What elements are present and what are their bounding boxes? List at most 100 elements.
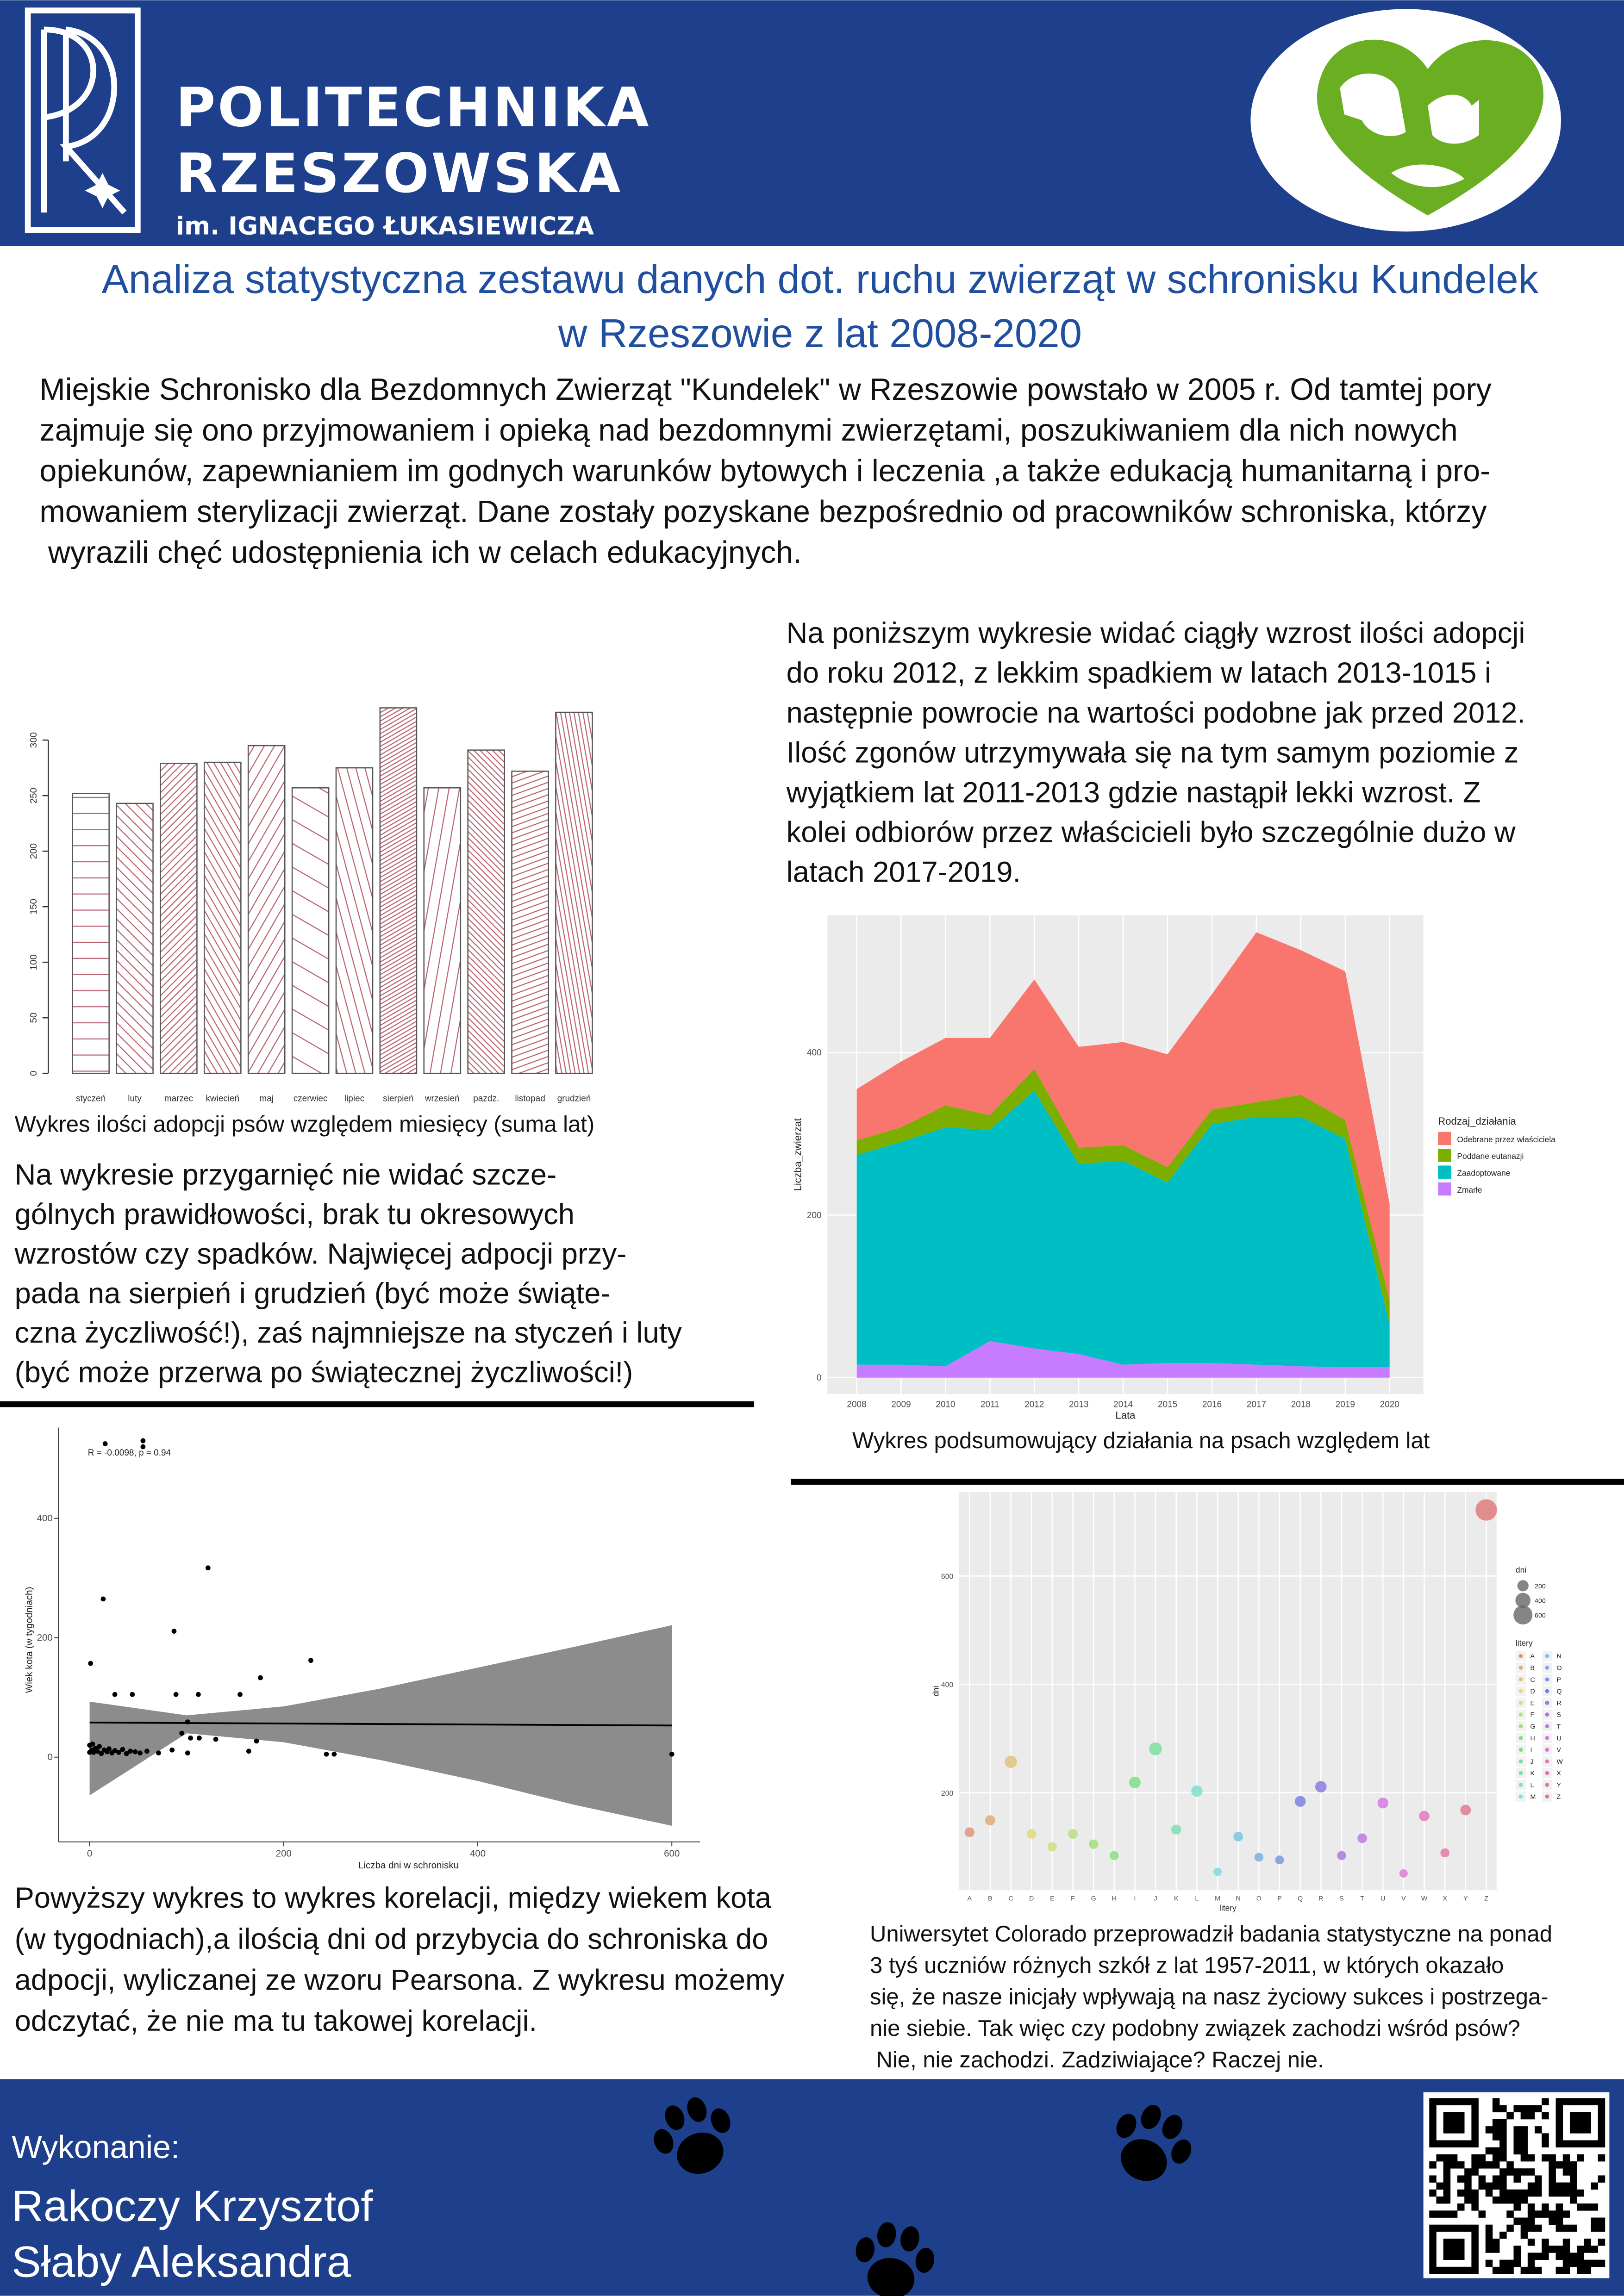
legend-dot <box>1518 1759 1523 1764</box>
qr-module <box>1549 2154 1556 2162</box>
qr-module <box>1577 2140 1584 2148</box>
qr-module <box>1457 2266 1465 2274</box>
legend-dot <box>1545 1783 1549 1787</box>
qr-module <box>1513 2217 1521 2225</box>
y-tick-label: 300 <box>28 732 39 748</box>
qr-module <box>1499 2189 1507 2197</box>
legend-swatch <box>1438 1149 1451 1162</box>
qr-module <box>1513 2252 1521 2260</box>
qr-module <box>1555 2161 1563 2169</box>
qr-module <box>1584 2119 1591 2127</box>
legend-dot <box>1545 1724 1549 1729</box>
qr-module <box>1478 2210 1486 2218</box>
qr-module <box>1535 2182 1542 2190</box>
x-tick-label: 600 <box>664 1848 680 1859</box>
qr-module <box>1457 2112 1465 2120</box>
x-tick-label: 2015 <box>1158 1400 1177 1409</box>
qr-module <box>1577 2119 1584 2127</box>
years-text-line: Na poniższym wykresie widać ciągły wzros… <box>787 617 1525 649</box>
qr-module <box>1485 2161 1493 2169</box>
qr-module <box>1499 2196 1507 2204</box>
qr-module <box>1478 2161 1486 2169</box>
bar <box>116 803 154 1074</box>
qr-module <box>1520 2224 1528 2232</box>
qr-module <box>1457 2175 1465 2183</box>
qr-module <box>1513 2196 1521 2204</box>
qr-module <box>1520 2231 1528 2239</box>
qr-module <box>1471 2259 1479 2267</box>
qr-module <box>1443 2252 1451 2260</box>
qr-module <box>1471 2105 1479 2113</box>
qr-module <box>1429 2252 1437 2260</box>
qr-module <box>1499 2168 1507 2176</box>
x-tick-label: X <box>1443 1895 1447 1902</box>
months-text-line: pada na sierpień i grudzień (być może św… <box>15 1277 611 1310</box>
qr-module <box>1520 2168 1528 2176</box>
point <box>331 1751 337 1757</box>
qr-module <box>1513 2133 1521 2140</box>
months-text-line: Na wykresie przygarnięć nie widać szcze- <box>15 1159 557 1191</box>
logo-monogram <box>41 26 127 215</box>
x-tick-label: 2013 <box>1069 1400 1088 1409</box>
paw-toe <box>1162 2115 1182 2139</box>
legend-dot <box>1518 1783 1523 1787</box>
qr-module <box>1443 2210 1451 2218</box>
qr-module <box>1429 2133 1437 2140</box>
qr-module <box>1549 2175 1556 2183</box>
qr-module <box>1471 2154 1479 2162</box>
qr-module <box>1429 2259 1437 2267</box>
x-tick-label: 2012 <box>1024 1400 1044 1409</box>
bubble <box>1440 1848 1449 1858</box>
qr-module <box>1429 2239 1437 2246</box>
point <box>188 1736 193 1741</box>
x-tick-label: listopad <box>515 1094 545 1103</box>
bar <box>247 745 286 1074</box>
qr-module <box>1443 2182 1451 2190</box>
months-text-line: (być może przerwa po świątecznej życzliw… <box>15 1356 633 1389</box>
qr-module <box>1549 2182 1556 2190</box>
qr-module <box>1443 2140 1451 2148</box>
legend-dot <box>1545 1700 1549 1705</box>
qr-module <box>1569 2175 1577 2183</box>
paw-pad <box>1121 2139 1167 2181</box>
y-tick-label: 50 <box>28 1013 39 1023</box>
bubble <box>1419 1811 1430 1822</box>
y-axis-label: Wiek kota (w tygodniach) <box>24 1587 35 1693</box>
qr-module <box>1542 2246 1549 2253</box>
qr-module <box>1457 2224 1465 2232</box>
bubble <box>1315 1781 1327 1793</box>
author-name: Słaby Aleksandra <box>12 2237 351 2286</box>
qr-module <box>1591 2259 1599 2267</box>
qr-module <box>1443 2239 1451 2246</box>
qr-module <box>1457 2252 1465 2260</box>
qr-module <box>1569 2140 1577 2148</box>
qr-module <box>1527 2154 1535 2162</box>
point <box>102 1441 108 1446</box>
initials-text-line: Nie, nie zachodzi. Zadziwiające? Raczej … <box>870 2047 1324 2072</box>
point <box>112 1748 118 1753</box>
legend-dot <box>1518 1724 1523 1729</box>
qr-module <box>1506 2210 1514 2218</box>
legend-dot <box>1545 1666 1549 1670</box>
qr-module <box>1562 2224 1570 2232</box>
qr-module <box>1535 2252 1542 2260</box>
initials-text-line: się, że nasze inicjały wpływają na nasz … <box>870 1985 1549 2010</box>
point <box>185 1719 190 1724</box>
qr-module <box>1450 2266 1458 2274</box>
legend-size-key <box>1515 1593 1531 1608</box>
author-name: Rakoczy Krzysztof <box>12 2182 373 2231</box>
qr-module <box>1429 2266 1437 2274</box>
y-tick-label: 400 <box>941 1681 954 1689</box>
x-tick-label: N <box>1236 1895 1241 1902</box>
qr-module <box>1443 2168 1451 2176</box>
qr-module <box>1450 2140 1458 2148</box>
qr-module <box>1436 2154 1443 2162</box>
y-tick-label: 600 <box>941 1573 954 1581</box>
bar <box>423 787 462 1074</box>
legend-label: K <box>1530 1770 1535 1777</box>
point <box>173 1692 179 1697</box>
qr-module <box>1598 2239 1605 2246</box>
qr-module <box>1485 2147 1493 2155</box>
legend-label: Q <box>1556 1688 1562 1695</box>
